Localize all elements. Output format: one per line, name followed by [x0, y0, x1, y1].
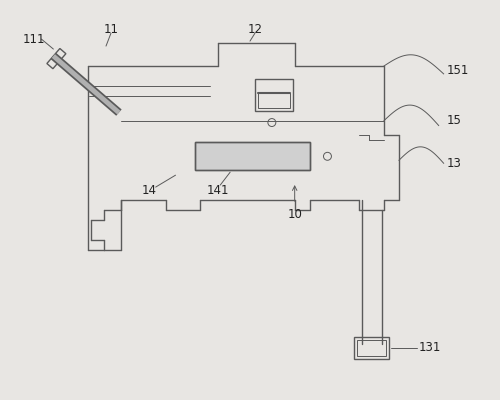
Bar — [196, 142, 310, 170]
Text: 12: 12 — [248, 23, 262, 36]
Text: 13: 13 — [446, 157, 462, 170]
Bar — [354, 337, 389, 359]
Text: 14: 14 — [141, 184, 156, 196]
Text: 11: 11 — [104, 23, 118, 36]
Text: 10: 10 — [287, 208, 302, 221]
Text: 151: 151 — [446, 64, 469, 78]
Text: 15: 15 — [446, 114, 462, 127]
Text: 141: 141 — [207, 184, 230, 196]
Text: 111: 111 — [22, 33, 45, 46]
Text: 131: 131 — [419, 342, 441, 354]
Bar — [357, 340, 386, 356]
Bar — [255, 79, 292, 111]
Bar — [196, 142, 310, 170]
Bar — [258, 93, 290, 108]
